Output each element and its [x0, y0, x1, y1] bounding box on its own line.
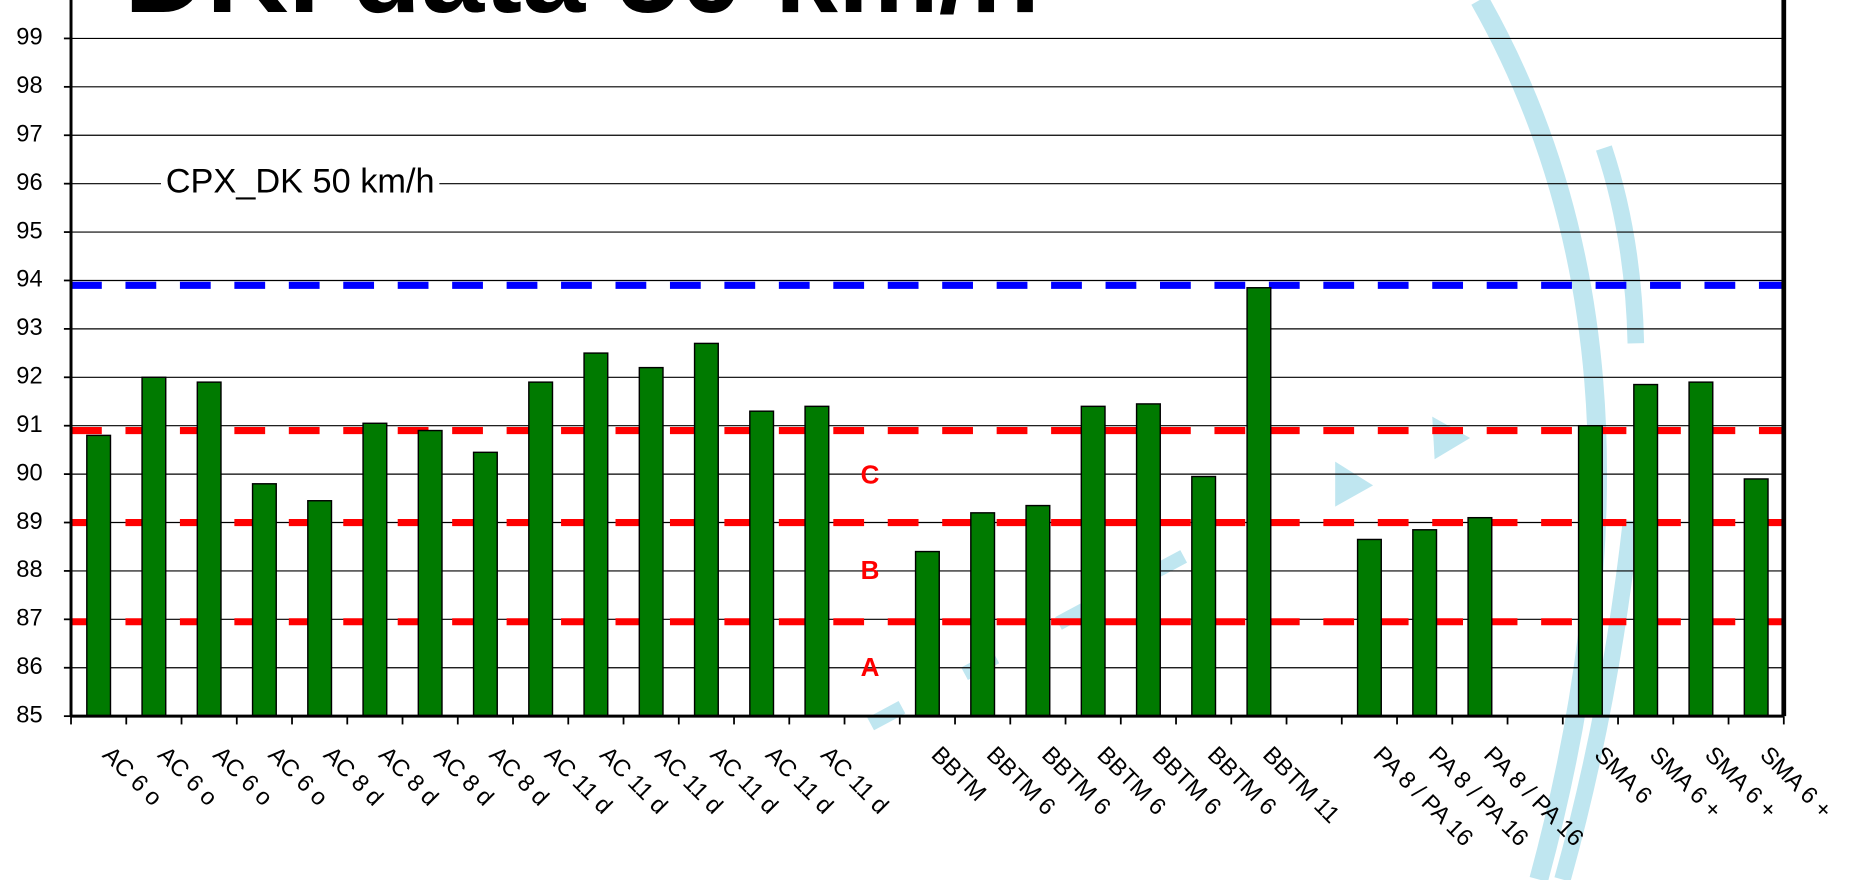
bar — [750, 411, 774, 716]
y-tick-label: 96 — [16, 170, 42, 196]
bar — [87, 435, 111, 716]
annotation: CPX_DK 50 km/h — [166, 163, 435, 201]
bar — [971, 513, 995, 716]
bar — [584, 353, 608, 716]
y-tick-label: 98 — [16, 73, 42, 99]
bar — [142, 377, 166, 716]
bar — [1579, 426, 1603, 716]
bar — [1192, 477, 1216, 717]
x-tick-label: AC 6 o — [263, 742, 333, 812]
bar — [639, 368, 663, 717]
y-tick-label: 92 — [16, 364, 42, 390]
decor-arrows — [852, 556, 1183, 734]
bar — [1247, 288, 1271, 716]
x-tick-label: AC 8 d — [429, 742, 499, 812]
bar — [1137, 404, 1161, 716]
bar — [1634, 385, 1658, 717]
bar — [805, 406, 829, 716]
chart-title: DKI data 50 km/h — [124, 0, 1040, 37]
x-tick-label: SMA 6 — [1589, 742, 1657, 810]
zone-label: A — [861, 652, 880, 682]
y-tick-label: 86 — [16, 654, 42, 680]
y-tick-label: 90 — [16, 460, 42, 486]
page: {"chart_data": { "type": "bar", "title":… — [0, 0, 1856, 880]
zone-label: B — [861, 555, 880, 585]
decor-arc — [1604, 148, 1636, 343]
bar — [363, 423, 387, 716]
y-tick-label: 99 — [16, 25, 42, 51]
y-tick-label: 88 — [16, 557, 42, 583]
bar — [418, 431, 442, 717]
bar — [1689, 382, 1713, 716]
x-tick-label: AC 8 d — [373, 742, 443, 812]
bar — [1081, 406, 1105, 716]
bar — [695, 343, 719, 716]
y-tick-label: 85 — [16, 702, 42, 728]
x-tick-label: AC 6 o — [208, 742, 278, 812]
x-tick-label: BBTM 11 — [1257, 742, 1344, 829]
bar — [474, 452, 498, 716]
y-tick-label: 93 — [16, 315, 42, 341]
x-tick-label: AC 8 d — [484, 742, 554, 812]
bar — [308, 501, 332, 716]
bar — [529, 382, 553, 716]
bar — [1413, 530, 1437, 716]
y-tick-label: 94 — [16, 267, 42, 293]
y-tick-label: 89 — [16, 509, 42, 535]
x-tick-label: AC 6 o — [97, 742, 167, 812]
bar — [1026, 506, 1050, 717]
x-tick-label: BBTM — [926, 742, 991, 807]
bar — [1744, 479, 1768, 716]
chart: DKI data 50 km/h 85 86 87 88 89 90 91 92 93 94 95 9… — [0, 0, 1856, 880]
y-tick-label: 95 — [16, 218, 42, 244]
background-decoration — [852, 0, 1636, 879]
y-tick-label: 87 — [16, 606, 42, 632]
bar — [197, 382, 221, 716]
bar — [253, 484, 277, 716]
y-tick-label: 91 — [16, 412, 42, 438]
y-tick-label: 97 — [16, 122, 42, 148]
decor-arrowhead — [1335, 462, 1373, 507]
x-tick-label: AC 6 o — [152, 742, 222, 812]
bar — [1358, 539, 1382, 716]
decor-arrowhead — [1432, 417, 1470, 460]
bar — [916, 552, 940, 717]
x-tick-label: AC 8 d — [318, 742, 388, 812]
bar — [1468, 518, 1492, 716]
zone-label: C — [861, 459, 880, 489]
